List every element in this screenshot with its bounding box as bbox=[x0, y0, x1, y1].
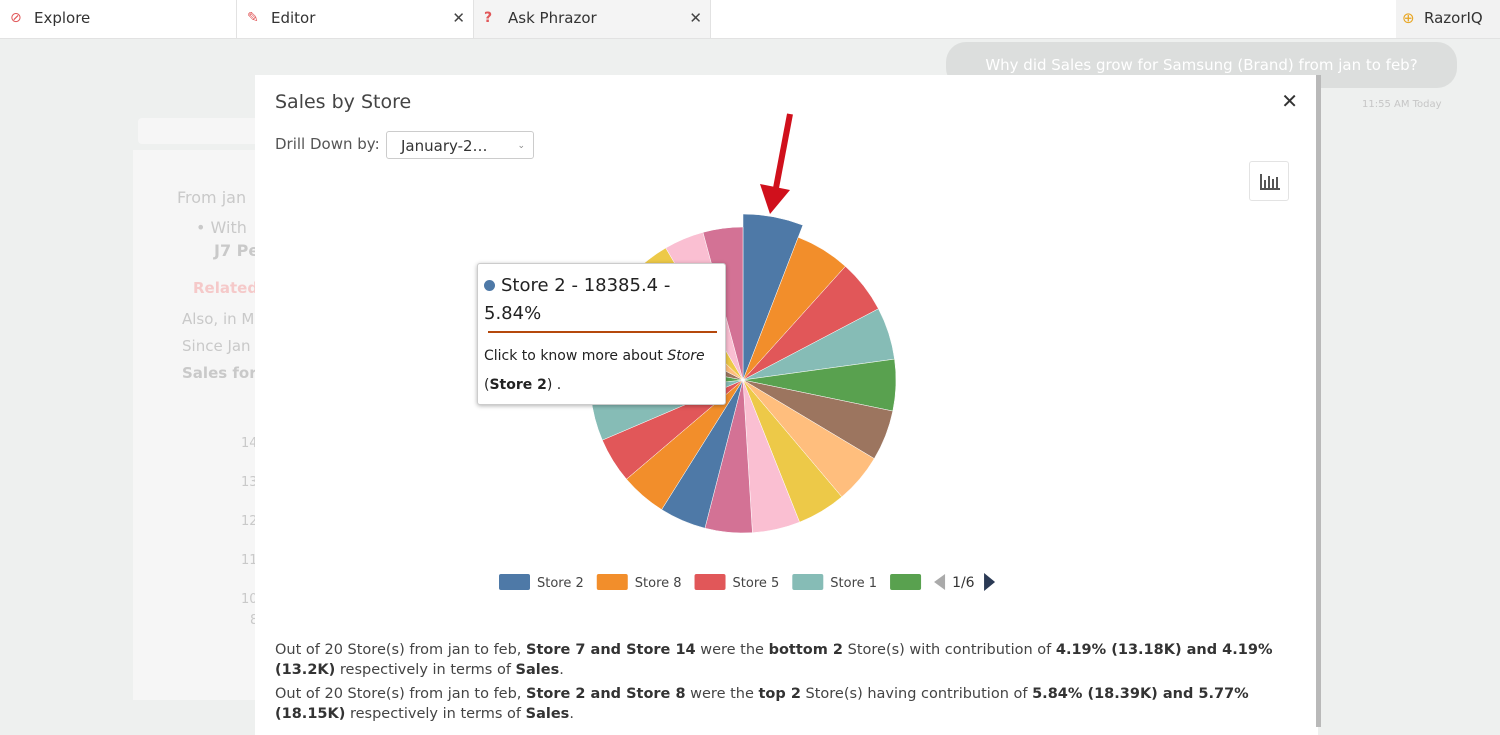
scrollbar[interactable] bbox=[1316, 75, 1321, 727]
icon: ? bbox=[484, 10, 493, 26]
legend-label[interactable]: Store 8 bbox=[635, 576, 682, 591]
insight-text: Store(s) with contribution of bbox=[843, 642, 1056, 658]
brand-icon: ⊕ bbox=[1402, 9, 1415, 27]
insight-text: Store 2 and Store 8 bbox=[526, 686, 686, 702]
tooltip: Store 2 - 18385.4 - 5.84% Click to know … bbox=[477, 263, 726, 405]
close-tab[interactable]: ✕ bbox=[689, 9, 702, 27]
tab-bar: ⊘ Explore ✎ Editor ✕ ? Ask Phrazor ✕ ⊕ RazorIQ bbox=[0, 0, 1500, 39]
insight-text: 4.19% (13.18K) and 4.19% (13.2K) bbox=[275, 642, 1273, 678]
insight: Out of 20 Store(s) from jan to feb, Stor… bbox=[275, 684, 1275, 724]
bg-axis: 11 bbox=[241, 553, 258, 568]
bg-text: Also, in M bbox=[182, 310, 255, 328]
drill-select[interactable]: January-2… ⌄ bbox=[386, 131, 534, 159]
legend-swatch bbox=[596, 574, 628, 590]
insight-text: Sales bbox=[515, 662, 560, 678]
legend-label[interactable]: Store 1 bbox=[830, 576, 877, 591]
legend-swatch bbox=[694, 574, 726, 590]
insight-text: were the bbox=[695, 642, 769, 658]
bg-axis: 10 bbox=[241, 592, 258, 607]
insight-text: . bbox=[569, 706, 574, 722]
text: ) . bbox=[546, 377, 562, 393]
tab-label: Editor bbox=[271, 9, 316, 27]
tab-explore[interactable]: ⊘ Explore bbox=[0, 0, 237, 38]
caret: ⌄ bbox=[517, 141, 525, 151]
tooltip-body[interactable]: Click to know more about Store (Store 2) … bbox=[484, 342, 724, 400]
text: Store 2 bbox=[489, 377, 547, 393]
close-button[interactable]: ✕ bbox=[1281, 89, 1298, 113]
tab-label: Ask Phrazor bbox=[508, 9, 597, 27]
tooltip-dot bbox=[484, 280, 495, 291]
icon bbox=[1260, 174, 1280, 190]
insight-text: Store 7 and Store 14 bbox=[526, 642, 696, 658]
legend-next bbox=[984, 573, 996, 591]
toolbar bbox=[138, 118, 263, 144]
tooltip-title: Store 2 - 18385.4 - 5.84% bbox=[484, 272, 718, 328]
bg-text: • With bbox=[196, 218, 247, 237]
insight-text: Out of 20 Store(s) from jan to feb, bbox=[275, 642, 527, 658]
timestamp: 11:55 AM Today bbox=[1362, 99, 1442, 110]
legend-prev bbox=[934, 574, 946, 590]
bg-text: From jan bbox=[177, 188, 247, 207]
legend-label[interactable]: Store 2 bbox=[537, 576, 584, 591]
text: ( bbox=[484, 377, 490, 393]
icon: ✎ bbox=[247, 10, 259, 26]
tab-label: Explore bbox=[34, 9, 91, 27]
insight-text: Store(s) having contribution of bbox=[800, 686, 1033, 702]
tooltip-text: Store 2 - 18385.4 - 5.84% bbox=[484, 275, 671, 324]
insight-text: bottom 2 bbox=[768, 642, 844, 658]
bg-text: Since Jan bbox=[182, 337, 251, 355]
bg-axis: 13 bbox=[241, 475, 258, 490]
insight-text: 5.84% (18.39K) and 5.77% (18.15K) bbox=[275, 686, 1249, 722]
pie-slice[interactable] bbox=[742, 213, 804, 381]
brand[interactable]: ⊕ RazorIQ bbox=[1396, 0, 1500, 38]
text: Store bbox=[667, 348, 705, 364]
bg-text: J7 Pe bbox=[214, 241, 260, 260]
insight-text: respectively in terms of bbox=[335, 662, 516, 678]
text: Click to know more about bbox=[484, 348, 668, 364]
legend-swatch bbox=[499, 574, 530, 590]
bg-text: With bbox=[210, 218, 247, 237]
drill-label: Drill Down by: bbox=[275, 135, 380, 153]
bg-axis: 14 bbox=[241, 436, 258, 451]
tab-ask[interactable]: ? Ask Phrazor ✕ bbox=[474, 0, 711, 38]
insight: Out of 20 Store(s) from jan to feb, Stor… bbox=[275, 640, 1275, 680]
close-tab[interactable]: ✕ bbox=[452, 9, 465, 27]
legend-swatch bbox=[890, 574, 922, 590]
insight-text: respectively in terms of bbox=[345, 706, 526, 722]
background-card bbox=[133, 150, 263, 700]
icon: ⊘ bbox=[10, 10, 22, 26]
legend-label[interactable]: Store 5 bbox=[733, 576, 780, 591]
bg-axis: 8 bbox=[250, 613, 258, 628]
modal-title: Sales by Store bbox=[275, 91, 412, 113]
insight-text: . bbox=[559, 662, 564, 678]
legend-swatch bbox=[792, 574, 824, 590]
legend-page: 1/6 bbox=[952, 575, 975, 591]
select-value: January-2… bbox=[401, 137, 488, 155]
bg-axis: 12 bbox=[241, 514, 258, 529]
tab-editor[interactable]: ✎ Editor ✕ bbox=[237, 0, 474, 38]
chart-type-button[interactable] bbox=[1249, 161, 1289, 201]
tooltip-rule bbox=[488, 331, 717, 333]
insight-text: Sales bbox=[525, 706, 570, 722]
bg-text: Related bbox=[193, 279, 259, 297]
bg-text: Sales for bbox=[182, 364, 257, 382]
insight-text: were the bbox=[685, 686, 759, 702]
insights: Out of 20 Store(s) from jan to feb, Stor… bbox=[275, 640, 1275, 728]
insight-text: Out of 20 Store(s) from jan to feb, bbox=[275, 686, 527, 702]
brand-label: RazorIQ bbox=[1424, 9, 1483, 27]
insight-text: top 2 bbox=[758, 686, 801, 702]
